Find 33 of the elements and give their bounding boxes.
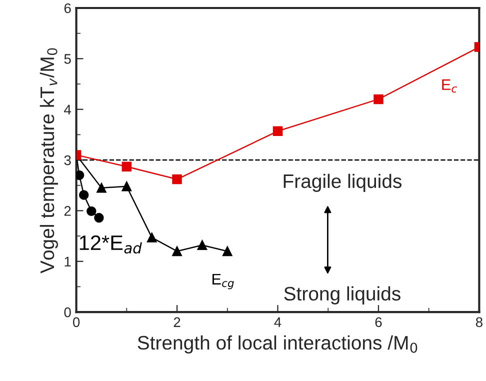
y-tick-label: 0 [64,307,71,318]
point [96,183,106,193]
y-tick-label: 4 [64,104,72,114]
annotation: Fragile liquids [284,174,402,192]
point [374,94,384,104]
x-tick-label: 2 [174,317,180,327]
y-tick-label: 2 [64,206,71,216]
x-tick-label: 6 [375,317,382,328]
point [272,126,283,136]
y-tick-label: 5 [64,54,71,64]
point [222,246,232,256]
series-label: E$_{c}$ [442,79,457,93]
y-tick-label: 1 [64,256,71,266]
x-tick-label: 8 [476,317,482,328]
point [76,170,84,180]
series-label: 12*E$_{ad}$ [80,235,142,254]
point [146,232,157,242]
point [122,182,132,192]
y-tick-label: 3 [64,155,71,166]
y-axis-title: Vogel temperature kT$_{v}$/M$_{0}$ [40,48,58,274]
y-tick-label: 6 [64,3,71,14]
series-label: E$_{cg}$ [212,274,234,290]
point [197,240,208,250]
point [86,206,96,216]
point [122,162,132,172]
point [78,190,89,200]
point [172,246,182,256]
x-axis-title: Strength of local interactions /M$_{0}$ [138,335,418,354]
annotation: Strong liquids [284,286,400,304]
point [172,174,182,184]
x-tick-label: 0 [72,317,80,328]
point [94,212,104,223]
x-tick-label: 4 [274,317,282,327]
